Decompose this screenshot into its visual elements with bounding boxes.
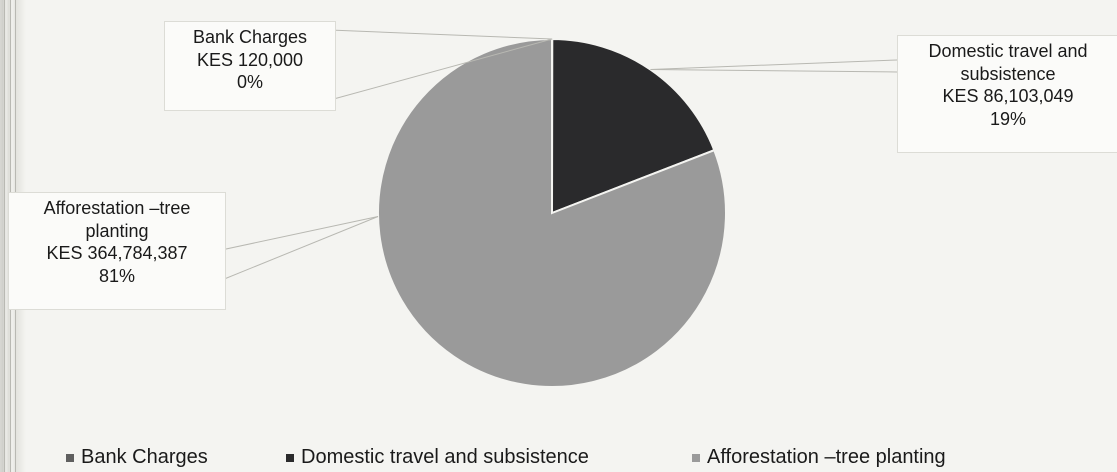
legend-swatch — [66, 453, 74, 462]
legend-label: Afforestation –tree planting — [707, 446, 946, 468]
data-label-domestic-travel: Domestic travel and subsistence KES 86,1… — [897, 35, 1117, 153]
legend-swatch — [286, 453, 294, 462]
callout-text: Afforestation –tree — [43, 198, 191, 218]
leader-line-domestic-travel — [650, 69, 898, 73]
legend-label: Bank Charges — [81, 446, 208, 468]
pie-slice-afforestation — [377, 37, 727, 388]
leader-line-bank-charges — [329, 38, 553, 101]
legend-label: Domestic travel and subsistence — [301, 446, 589, 468]
legend-item-bank-charges: Bank Charges — [66, 446, 208, 469]
pie-slice-domestic-travel — [550, 37, 716, 215]
callout-text: KES 364,784,387 — [46, 243, 188, 263]
data-label-bank-charges: Bank Charges KES 120,000 0% — [164, 21, 336, 111]
callout-text: Bank Charges — [192, 27, 308, 47]
leader-line-afforestation — [211, 216, 379, 285]
leader-line-bank-charges — [329, 29, 553, 40]
callout-text: KES 86,103,049 — [942, 86, 1074, 106]
callout-text: 0% — [236, 72, 263, 92]
legend-swatch — [692, 453, 700, 462]
leader-line-domestic-travel — [650, 59, 898, 71]
callout-text: KES 120,000 — [196, 49, 304, 70]
callout-text: 19% — [989, 108, 1027, 129]
legend-item-domestic-travel: Domestic travel and subsistence — [286, 446, 589, 469]
legend: Bank Charges Domestic travel and subsist… — [0, 446, 1117, 472]
callout-text: subsistence — [960, 63, 1056, 84]
callout-text: Domestic travel and — [928, 41, 1088, 61]
data-label-afforestation: Afforestation –tree planting KES 364,784… — [8, 192, 226, 310]
leader-line-afforestation — [211, 216, 379, 253]
legend-item-afforestation: Afforestation –tree planting — [692, 446, 946, 469]
callout-text: 81% — [98, 265, 136, 286]
callout-text: planting — [85, 220, 149, 241]
